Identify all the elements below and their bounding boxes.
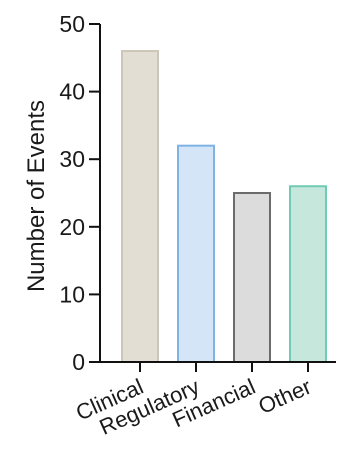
y-tick-label: 50 xyxy=(59,11,85,37)
y-tick-label: 0 xyxy=(72,349,85,375)
y-tick-label: 30 xyxy=(59,146,85,172)
y-tick-label: 10 xyxy=(59,281,85,307)
y-tick-label: 40 xyxy=(59,79,85,105)
y-axis-label: Number of Events xyxy=(23,100,50,292)
bar-financial xyxy=(233,192,271,363)
bar-clinical xyxy=(121,50,159,363)
y-axis-ticks: 0 10 20 30 40 50 xyxy=(59,11,100,375)
y-tick-label: 20 xyxy=(59,214,85,240)
bars xyxy=(121,50,327,363)
bar-other xyxy=(289,185,327,363)
bar-regulatory xyxy=(177,144,215,363)
x-tick-label: Other xyxy=(255,374,315,419)
